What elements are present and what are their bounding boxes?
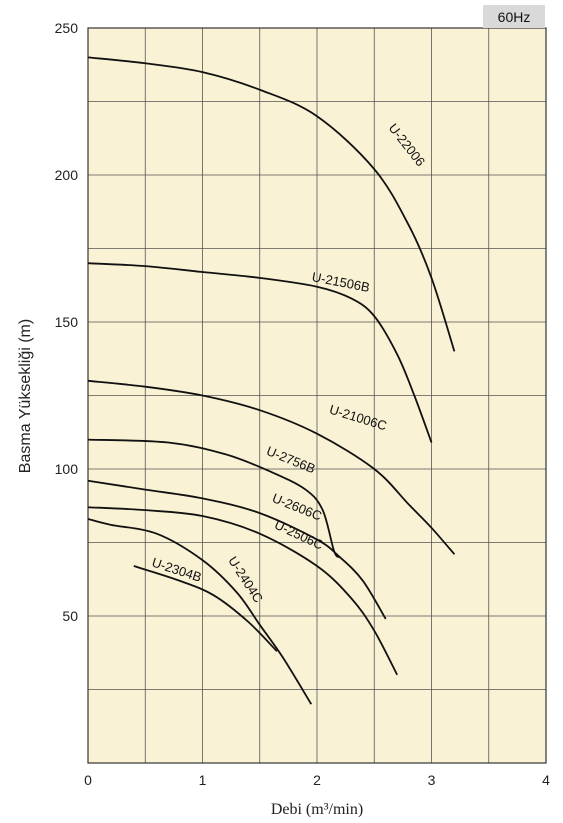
plot-border [87,27,547,764]
y-tick-label: 100 [55,461,79,477]
y-tick-label: 50 [62,608,78,624]
x-axis-label: Debi (m³/min) [271,801,363,818]
y-tick-label: 250 [55,20,79,36]
curve-u-2404c [87,518,313,705]
curve-u-21006c [87,379,456,555]
x-axis-ticks: 0 1 2 3 4 [84,772,550,788]
y-tick-label: 200 [55,167,79,183]
curve-u-2304b [133,565,278,652]
frequency-badge [483,5,545,28]
curve-u-2506c [87,506,398,676]
series-curves [87,56,456,705]
curve-u-21506b [87,262,433,443]
curve-u-22006 [87,56,456,352]
frequency-badge-label: 60Hz [498,9,531,25]
x-tick-label: 0 [84,772,92,788]
curve-u-2756b [87,438,341,558]
y-tick-label: 150 [55,314,79,330]
curve-u-2606c [87,479,387,620]
x-tick-label: 1 [199,772,207,788]
y-axis-ticks: 50 100 150 200 250 [55,20,79,624]
y-axis-label: Basma Yüksekliği (m) [17,319,34,473]
x-tick-label: 4 [542,772,550,788]
x-tick-label: 3 [428,772,436,788]
x-tick-label: 2 [313,772,321,788]
